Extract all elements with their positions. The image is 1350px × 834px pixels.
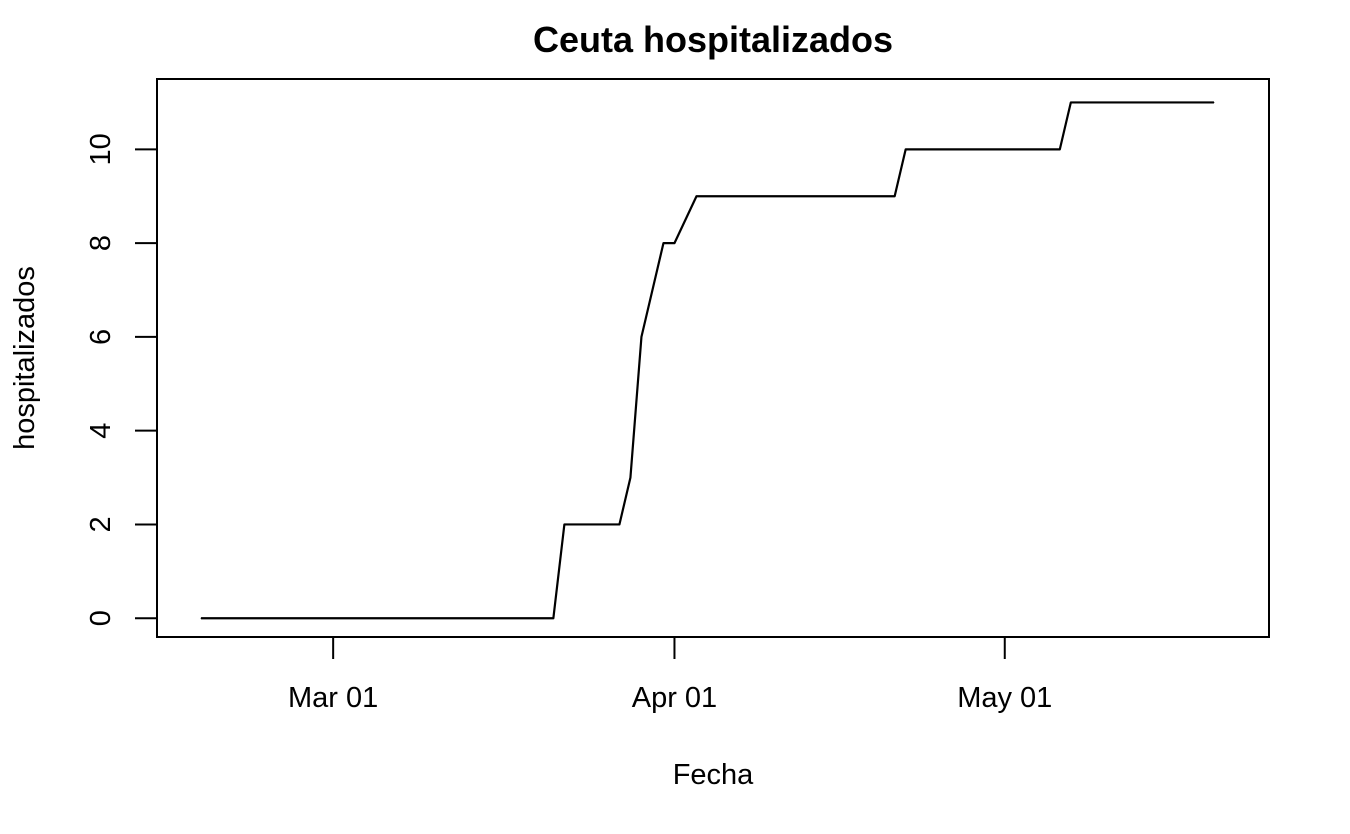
- data-point: [563, 523, 565, 525]
- y-tick-label: 4: [85, 423, 117, 439]
- data-point: [673, 242, 675, 244]
- x-axis: Mar 01 Apr 01 May 01: [288, 637, 1052, 714]
- data-point: [552, 617, 554, 619]
- x-tick-label: May 01: [957, 682, 1052, 714]
- data-point: [640, 336, 642, 338]
- data-point: [1213, 101, 1215, 103]
- x-tick-label: Apr 01: [632, 682, 717, 714]
- y-tick-label: 10: [85, 133, 117, 165]
- series-line: [201, 101, 1214, 620]
- data-point: [894, 195, 896, 197]
- y-tick-label: 0: [85, 610, 117, 626]
- chart-title: Ceuta hospitalizados: [533, 19, 893, 60]
- y-tick-label: 2: [85, 516, 117, 532]
- data-point: [200, 617, 202, 619]
- data-point: [1059, 148, 1061, 150]
- y-axis-label: hospitalizados: [9, 266, 41, 450]
- y-axis: 0 2 4 6 8 10: [85, 133, 157, 626]
- series-layer: [200, 101, 1215, 620]
- x-axis-label: Fecha: [673, 759, 754, 791]
- data-point: [629, 477, 631, 479]
- y-tick-label: 8: [85, 235, 117, 251]
- plot-frame: [156, 78, 1270, 638]
- data-point: [905, 148, 907, 150]
- data-point: [695, 195, 697, 197]
- y-tick-label: 6: [85, 329, 117, 345]
- x-tick-label: Mar 01: [288, 682, 378, 714]
- data-point: [1070, 101, 1072, 103]
- data-point: [662, 242, 664, 244]
- data-point: [618, 523, 620, 525]
